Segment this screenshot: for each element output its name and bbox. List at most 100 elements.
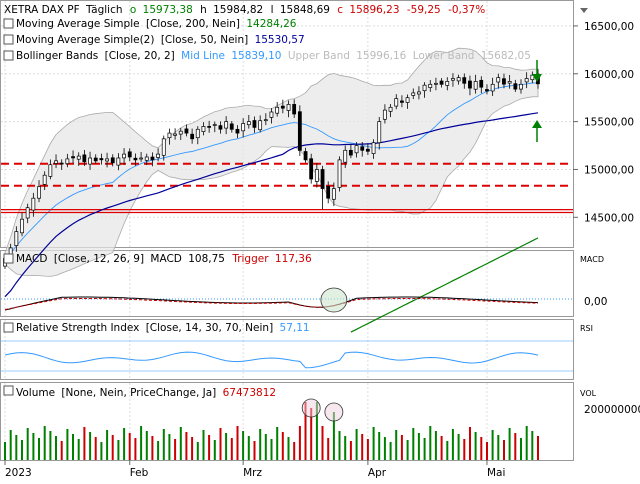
candle-body <box>156 153 160 158</box>
candle-body <box>434 82 438 85</box>
bollinger-layer <box>4 47 539 277</box>
header-low: 15848,69 <box>280 4 330 16</box>
candle-body <box>337 159 342 188</box>
candle-body <box>241 123 246 132</box>
bollinger-band-area <box>4 47 539 277</box>
volume-panel-frame <box>0 382 574 461</box>
candle-body <box>178 130 183 135</box>
volume-bar <box>247 436 250 460</box>
candle-body <box>59 162 64 165</box>
candle-body <box>150 156 155 161</box>
candle-body <box>292 104 297 115</box>
volume-bar <box>117 440 120 460</box>
candle-body <box>252 120 257 128</box>
legend-volume: Volume [None, Nein, PriceChange, Ja] 674… <box>16 387 276 399</box>
volume-bar <box>349 441 352 460</box>
volume-bar <box>525 426 528 460</box>
candle-body <box>263 119 268 122</box>
time-tick-label: Mai <box>487 467 505 479</box>
volume-bar <box>486 442 488 460</box>
time-tick-label: 2023 <box>5 467 32 479</box>
candle-body <box>20 218 24 234</box>
candle-body <box>530 74 535 81</box>
candle-body <box>218 125 223 130</box>
volume-bar <box>191 437 194 460</box>
candle-body <box>144 156 149 161</box>
volume-bar <box>128 433 131 460</box>
legend-volume-value: 67473812 <box>223 387 276 399</box>
candle-body <box>343 149 348 163</box>
candle-body <box>122 153 126 159</box>
candle-body <box>365 148 370 152</box>
legend-trigger-value: 117,36 <box>275 253 312 265</box>
volume-side-label: VOL <box>580 389 597 398</box>
volume-bar <box>338 431 341 460</box>
bollinger-mid-line <box>4 82 539 259</box>
indicator-checkbox-bollinger[interactable] <box>3 50 14 61</box>
volume-bar <box>281 432 284 460</box>
candle-body <box>502 78 506 85</box>
price-panel-frame <box>0 0 574 248</box>
volume-bar <box>383 437 386 460</box>
candle-body <box>48 164 53 177</box>
candle-body <box>258 120 263 131</box>
volume-bar <box>26 428 29 460</box>
volume-bar <box>480 437 483 460</box>
volume-bar <box>355 429 358 460</box>
candle-body <box>485 89 489 92</box>
indicator-checkbox-ma200[interactable] <box>3 18 14 29</box>
volume-bar <box>94 437 97 460</box>
volume-bar <box>72 434 74 460</box>
volume-bar <box>395 430 398 460</box>
header-high: 15984,82 <box>213 4 263 16</box>
candle-body <box>76 155 81 160</box>
volume-bar <box>332 412 335 460</box>
volume-bar <box>179 427 182 460</box>
candle-body <box>25 207 30 219</box>
macd-line <box>4 296 539 311</box>
candle-body <box>496 77 501 83</box>
arrow-head <box>532 74 542 82</box>
volume-bar <box>327 438 330 460</box>
indicator-checkbox-macd[interactable] <box>3 253 14 264</box>
indicator-checkbox-volume[interactable] <box>3 385 14 396</box>
header-open: 15973,38 <box>143 4 193 16</box>
indicator-checkbox-rsi[interactable] <box>3 322 14 333</box>
time-tick-label: Mrz <box>243 467 262 479</box>
indicator-layer <box>1 296 573 460</box>
candle-body <box>479 79 484 88</box>
volume-bar <box>77 439 80 460</box>
legend-ma200: Moving Average Simple [Close, 200, Nein]… <box>16 18 297 30</box>
volume-bar <box>537 436 539 460</box>
header-change: -59,25 <box>407 4 441 16</box>
candle-body <box>31 197 36 211</box>
panel-menu-icon[interactable] <box>580 8 588 13</box>
volume-bar <box>514 433 517 460</box>
candle-body <box>286 104 291 111</box>
candle-body <box>65 158 70 165</box>
volume-bar <box>463 439 466 460</box>
volume-bar <box>145 431 148 460</box>
legend-bollinger: Bollinger Bands [Close, 20, 2] Mid Line … <box>16 50 531 62</box>
legend-macd-value: 108,75 <box>188 253 225 265</box>
volume-bar <box>21 440 23 460</box>
volume-bar <box>440 436 443 460</box>
annotations-layer <box>301 60 542 422</box>
candle-body <box>519 83 523 90</box>
volume-bar <box>236 426 239 460</box>
candle-body <box>212 124 217 126</box>
candle-body <box>513 83 518 90</box>
candle-body <box>348 149 353 156</box>
candle-body <box>326 185 331 199</box>
price-tick-label: 16500,00 <box>584 21 634 33</box>
candle-body <box>524 78 529 83</box>
volume-bar <box>55 436 57 460</box>
volume-bar <box>196 442 199 460</box>
price-tick-label: 15500,00 <box>584 117 634 129</box>
candle-body <box>439 80 444 85</box>
indicator-checkbox-ma50[interactable] <box>3 34 14 45</box>
volume-bar <box>400 435 403 460</box>
volume-bar <box>106 430 109 460</box>
volume-bar <box>446 441 449 460</box>
